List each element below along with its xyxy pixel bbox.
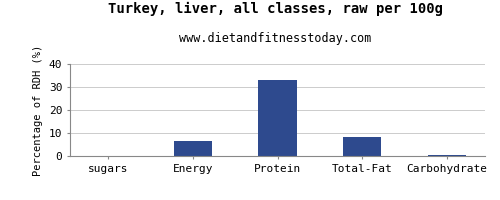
Y-axis label: Percentage of RDH (%): Percentage of RDH (%) [34, 44, 43, 176]
Text: www.dietandfitnesstoday.com: www.dietandfitnesstoday.com [179, 32, 371, 45]
Bar [258, 80, 296, 156]
Bar [174, 141, 212, 156]
Bar [343, 137, 382, 156]
Bar [428, 155, 466, 156]
Text: Turkey, liver, all classes, raw per 100g: Turkey, liver, all classes, raw per 100g [108, 2, 442, 16]
